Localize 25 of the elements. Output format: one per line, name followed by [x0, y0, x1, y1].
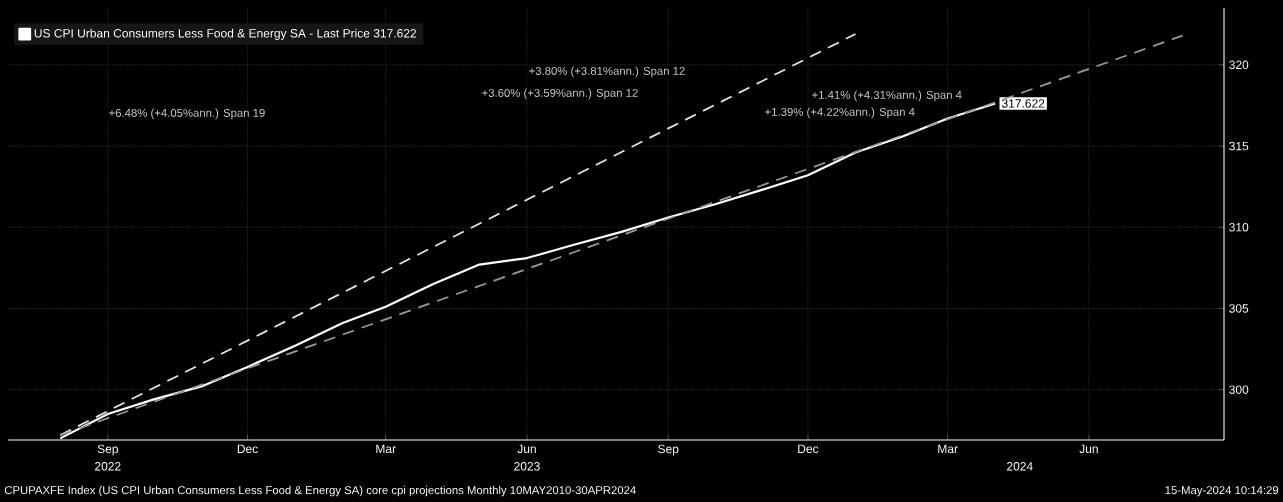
x-tick-label: Jun: [517, 444, 536, 454]
x-tick-label: Mar: [376, 444, 396, 454]
annotation: +3.80% (+3.81%ann.) Span 12: [529, 66, 685, 78]
data-label: 317.622: [1001, 99, 1045, 108]
x-tick-label: Mar: [938, 444, 958, 454]
x-tick-label: Sep: [97, 444, 118, 456]
y-tick-label: 305: [1229, 304, 1249, 313]
x2-tick-label: 2024: [1007, 462, 1033, 471]
annotation: +1.39% (+4.22%ann.) Span 4: [765, 107, 915, 119]
annotation: +3.60% (+3.59%ann.) Span 12: [482, 88, 638, 100]
x2-tick-label: 2022: [95, 462, 121, 471]
legend-label: US CPI Urban Consumers Less Food & Energy SA - Last Price 317.622: [34, 28, 417, 40]
y-tick-label: 315: [1229, 141, 1249, 151]
x-tick-label: Sep: [658, 444, 679, 456]
text: 15-May-2024 10:14:29: [1165, 486, 1279, 497]
annotation: +1.41% (+4.31%ann.) Span 4: [812, 90, 962, 102]
annotation: +6.48% (+4.05%ann.) Span 19: [109, 108, 265, 120]
x-tick-label: Dec: [237, 444, 258, 454]
x-tick-label: Dec: [798, 444, 819, 454]
x2-tick-label: 2023: [514, 462, 540, 471]
x-tick-label: Jun: [1079, 444, 1098, 454]
text: CPUPAXFE Index (US CPI Urban Consumers Less Food & Energy SA) core cpi projections Monthly 10MAY2010-30APR2024: [4, 485, 636, 497]
y-tick-label: 300: [1229, 385, 1249, 394]
y-tick-label: 320: [1229, 60, 1249, 70]
y-tick-label: 310: [1229, 222, 1249, 232]
